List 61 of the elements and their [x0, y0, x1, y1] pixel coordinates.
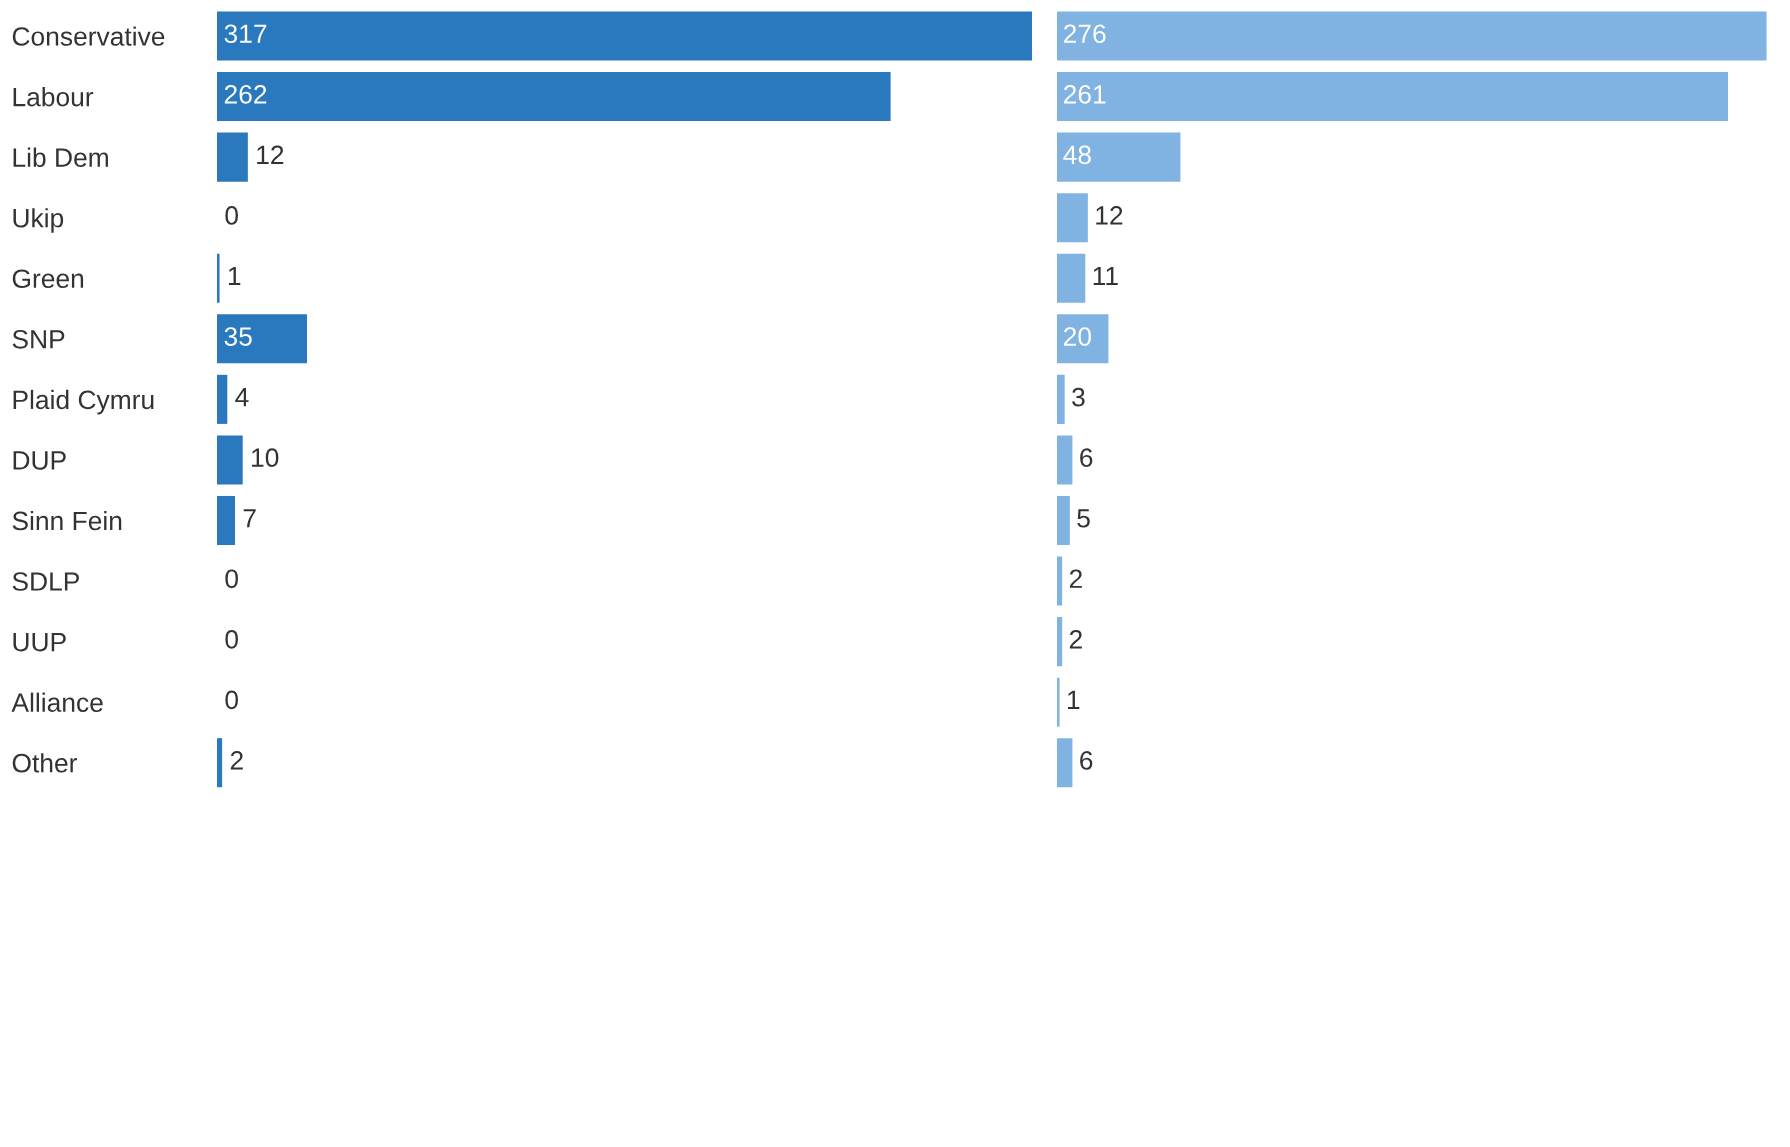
- data-label: 12: [1096, 206, 1123, 225]
- data-label: 1: [1067, 690, 1080, 709]
- bar: [1057, 738, 1073, 788]
- y-tick-label: Ukip: [13, 208, 64, 233]
- data-label: 1: [228, 266, 241, 286]
- bar: [217, 72, 891, 122]
- bar: [217, 132, 248, 182]
- bar: [217, 314, 307, 364]
- data-label: 0: [225, 569, 238, 589]
- data-label: 2: [1069, 630, 1082, 649]
- y-tick-label: Labour: [13, 87, 94, 107]
- bar: [1057, 677, 1060, 727]
- bar: [1057, 72, 1729, 122]
- y-tick-label: SNP: [12, 329, 65, 349]
- bar: [1057, 132, 1181, 182]
- bar: [1057, 11, 1767, 61]
- data-label: 5: [1077, 509, 1090, 528]
- y-tick-label: SDLP: [12, 572, 79, 591]
- bar: [1057, 193, 1088, 243]
- data-label: 2: [230, 751, 243, 770]
- data-label: 20: [1064, 327, 1091, 346]
- bar: [1057, 617, 1063, 667]
- y-tick-label: Alliance: [11, 692, 103, 712]
- bar: [217, 495, 235, 546]
- bar: [217, 253, 220, 303]
- data-label: 12: [257, 145, 284, 164]
- data-label: 48: [1063, 145, 1091, 165]
- data-label: 4: [235, 388, 249, 407]
- data-label: 6: [1080, 448, 1093, 468]
- bar: [1057, 314, 1109, 364]
- y-tick-label: DUP: [13, 451, 66, 470]
- data-label: 0: [225, 630, 238, 649]
- data-label: 11: [1093, 266, 1118, 286]
- bar: [217, 374, 228, 424]
- bar: [217, 435, 243, 485]
- data-label: 317: [224, 24, 267, 44]
- data-label: 0: [225, 690, 238, 710]
- bar: [1057, 556, 1063, 606]
- y-tick-label: Sinn Fein: [12, 510, 122, 531]
- data-label: 2: [1069, 569, 1082, 588]
- bar: [217, 738, 223, 788]
- y-tick-label: UUP: [13, 633, 66, 652]
- y-tick-label: Green: [12, 269, 84, 289]
- data-label: 262: [224, 84, 267, 104]
- y-tick-label: Conservative: [12, 26, 165, 46]
- data-label: 261: [1064, 84, 1106, 104]
- data-label: 35: [224, 327, 252, 346]
- data-label: 0: [225, 206, 238, 225]
- bar: [1057, 253, 1086, 303]
- bar: [217, 11, 1032, 61]
- data-label: 3: [1072, 387, 1085, 407]
- data-label: 7: [243, 509, 256, 528]
- y-tick-label: Plaid Cymru: [13, 389, 154, 415]
- data-label: 10: [252, 448, 279, 468]
- bar: [1057, 374, 1065, 424]
- y-tick-label: Other: [12, 753, 77, 773]
- data-label: 276: [1064, 24, 1106, 44]
- bar: [1057, 495, 1070, 546]
- bar: [1057, 435, 1073, 485]
- data-label: 6: [1080, 751, 1093, 770]
- y-tick-label: Lib Dem: [13, 147, 108, 167]
